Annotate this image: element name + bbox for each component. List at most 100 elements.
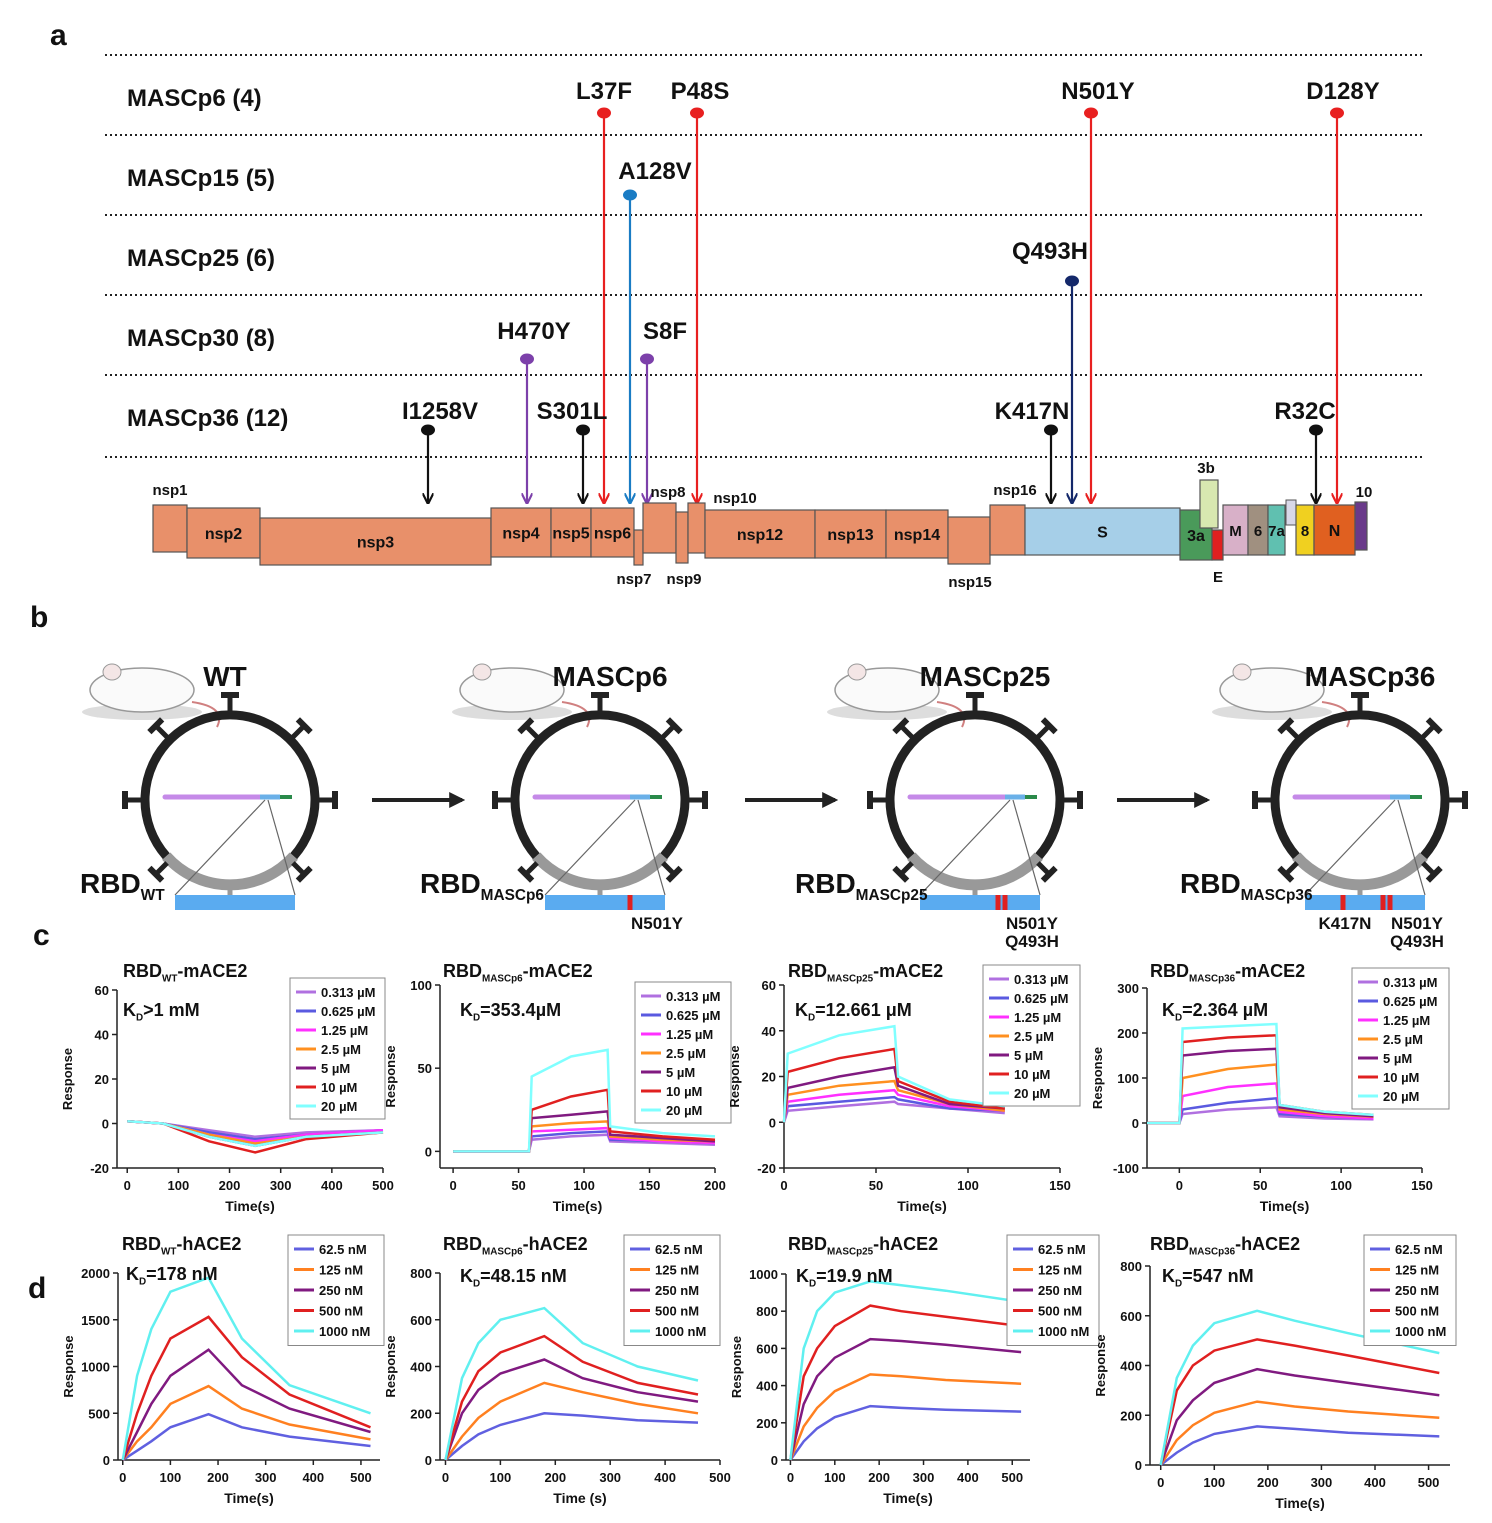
label: RBDMASCp36 xyxy=(1180,868,1313,904)
row-label: MASCp30 (8) xyxy=(127,325,275,352)
y-axis-title: Response xyxy=(61,1335,76,1397)
mutation-label: Q493H xyxy=(1012,238,1088,265)
y-axis-title: Response xyxy=(729,1336,744,1398)
x-tick-label: 100 xyxy=(168,1178,190,1193)
subscript: WT xyxy=(162,974,177,985)
x-tick-label: 300 xyxy=(913,1470,935,1485)
text-part: RBD xyxy=(1150,1234,1189,1254)
gene-label: nsp4 xyxy=(502,526,539,543)
legend-label: 1.25 µM xyxy=(1014,1010,1061,1025)
row-label: MASCp25 (6) xyxy=(127,245,275,272)
text-part: -hACE2 xyxy=(523,1234,588,1254)
text-part: =353.4µM xyxy=(480,1000,561,1020)
y-tick-label: 0 xyxy=(103,1453,110,1468)
x-tick-label: 300 xyxy=(255,1470,277,1485)
virus-envelope xyxy=(140,710,320,860)
series-line xyxy=(789,1337,1022,1461)
rbd-mutation xyxy=(1002,895,1008,910)
series-line xyxy=(121,1384,371,1461)
series-line xyxy=(444,1306,699,1461)
gene-label: nsp5 xyxy=(552,526,589,543)
text-part: =2.364 µM xyxy=(1182,1000,1268,1020)
y-axis-title: Response xyxy=(727,1045,742,1107)
y-tick-label: 500 xyxy=(88,1406,110,1421)
mutation-dot xyxy=(597,107,611,119)
gene-label: 3a xyxy=(1187,528,1205,545)
rbd-mutation xyxy=(995,895,1001,910)
x-axis-title: Time(s) xyxy=(225,1198,275,1214)
legend-label: 125 nM xyxy=(1395,1263,1439,1278)
x-tick-label: 500 xyxy=(350,1470,372,1485)
y-tick-label: 0 xyxy=(425,1453,432,1468)
x-axis-title: Time(s) xyxy=(1260,1198,1310,1214)
gene-block xyxy=(885,509,949,559)
rbd-mutation xyxy=(1380,895,1386,910)
series-line xyxy=(1159,1367,1440,1466)
legend-label: 0.625 µM xyxy=(1383,994,1437,1009)
gene-block xyxy=(1285,499,1297,526)
mouse-tail xyxy=(191,701,221,728)
y-tick-label: 400 xyxy=(1120,1359,1142,1374)
subscript: MASCp36 xyxy=(1189,1247,1236,1258)
spike-head xyxy=(147,865,165,883)
x-tick-label: 200 xyxy=(544,1470,566,1485)
y-tick-label: 400 xyxy=(756,1379,778,1394)
x-tick-label: 50 xyxy=(1253,1178,1267,1193)
x-axis-title: Time(s) xyxy=(897,1198,947,1214)
mutation-label: D128Y xyxy=(1306,78,1379,105)
mutation-dot xyxy=(640,353,654,365)
y-tick-label: 40 xyxy=(95,1028,109,1043)
spike-head xyxy=(665,717,683,735)
legend-label: 62.5 nM xyxy=(1395,1242,1443,1257)
series-line xyxy=(453,1048,716,1153)
x-tick-label: 300 xyxy=(1311,1475,1333,1490)
zoom-lines xyxy=(1304,799,1426,896)
text-part: =12.661 μM xyxy=(815,1000,912,1020)
series-line xyxy=(789,1373,1022,1461)
legend-label: 0.313 µM xyxy=(1014,972,1068,987)
y-tick-label: 200 xyxy=(756,1416,778,1431)
mutation-dot xyxy=(421,424,435,436)
text-part: RBD xyxy=(443,961,482,981)
mutation-dot xyxy=(576,424,590,436)
text-part: -hACE2 xyxy=(1235,1234,1300,1254)
y-tick-label: 20 xyxy=(95,1072,109,1087)
series-line xyxy=(789,1404,1022,1461)
spike-head xyxy=(295,717,313,735)
x-axis-title: Time(s) xyxy=(224,1490,274,1506)
text-part: RBD xyxy=(1150,961,1189,981)
virus-envelope xyxy=(510,710,690,860)
text-part: -hACE2 xyxy=(873,1234,938,1254)
gene-block xyxy=(642,502,677,554)
legend-label: 10 µM xyxy=(1383,1070,1419,1085)
text-part: RBD xyxy=(788,1234,827,1254)
legend-label: 500 nM xyxy=(1395,1304,1439,1319)
gene-label: nsp1 xyxy=(152,482,187,499)
x-axis-title: Time(s) xyxy=(553,1198,603,1214)
gene-label: E xyxy=(1213,569,1223,586)
y-tick-label: 800 xyxy=(410,1266,432,1281)
label: RBDMASCp6 xyxy=(420,868,544,904)
panel-label: c xyxy=(33,919,50,952)
rbd-mutation-label: Q493H xyxy=(1005,932,1059,951)
mouse-ear xyxy=(102,663,122,681)
y-tick-label: 2000 xyxy=(81,1266,110,1281)
gene-label: M xyxy=(1229,523,1242,540)
spike-head xyxy=(665,865,683,883)
spike-head xyxy=(1425,865,1443,883)
x-tick-label: 0 xyxy=(780,1178,787,1193)
x-tick-label: 400 xyxy=(302,1470,324,1485)
gene-block xyxy=(687,502,706,554)
gene-label: 8 xyxy=(1301,523,1309,540)
gene-block xyxy=(259,517,492,566)
legend-label: 20 µM xyxy=(1014,1086,1050,1101)
y-tick-label: 400 xyxy=(410,1360,432,1375)
y-axis-title: Response xyxy=(1090,1047,1105,1109)
y-tick-label: 200 xyxy=(1117,1026,1139,1041)
y-tick-label: 1000 xyxy=(81,1360,110,1375)
text-part: =178 nM xyxy=(146,1264,218,1284)
stage-name: MASCp6 xyxy=(552,661,667,692)
mouse-tail xyxy=(1321,701,1351,728)
label: KD=12.661 μM xyxy=(795,1000,912,1024)
y-tick-label: 600 xyxy=(410,1313,432,1328)
